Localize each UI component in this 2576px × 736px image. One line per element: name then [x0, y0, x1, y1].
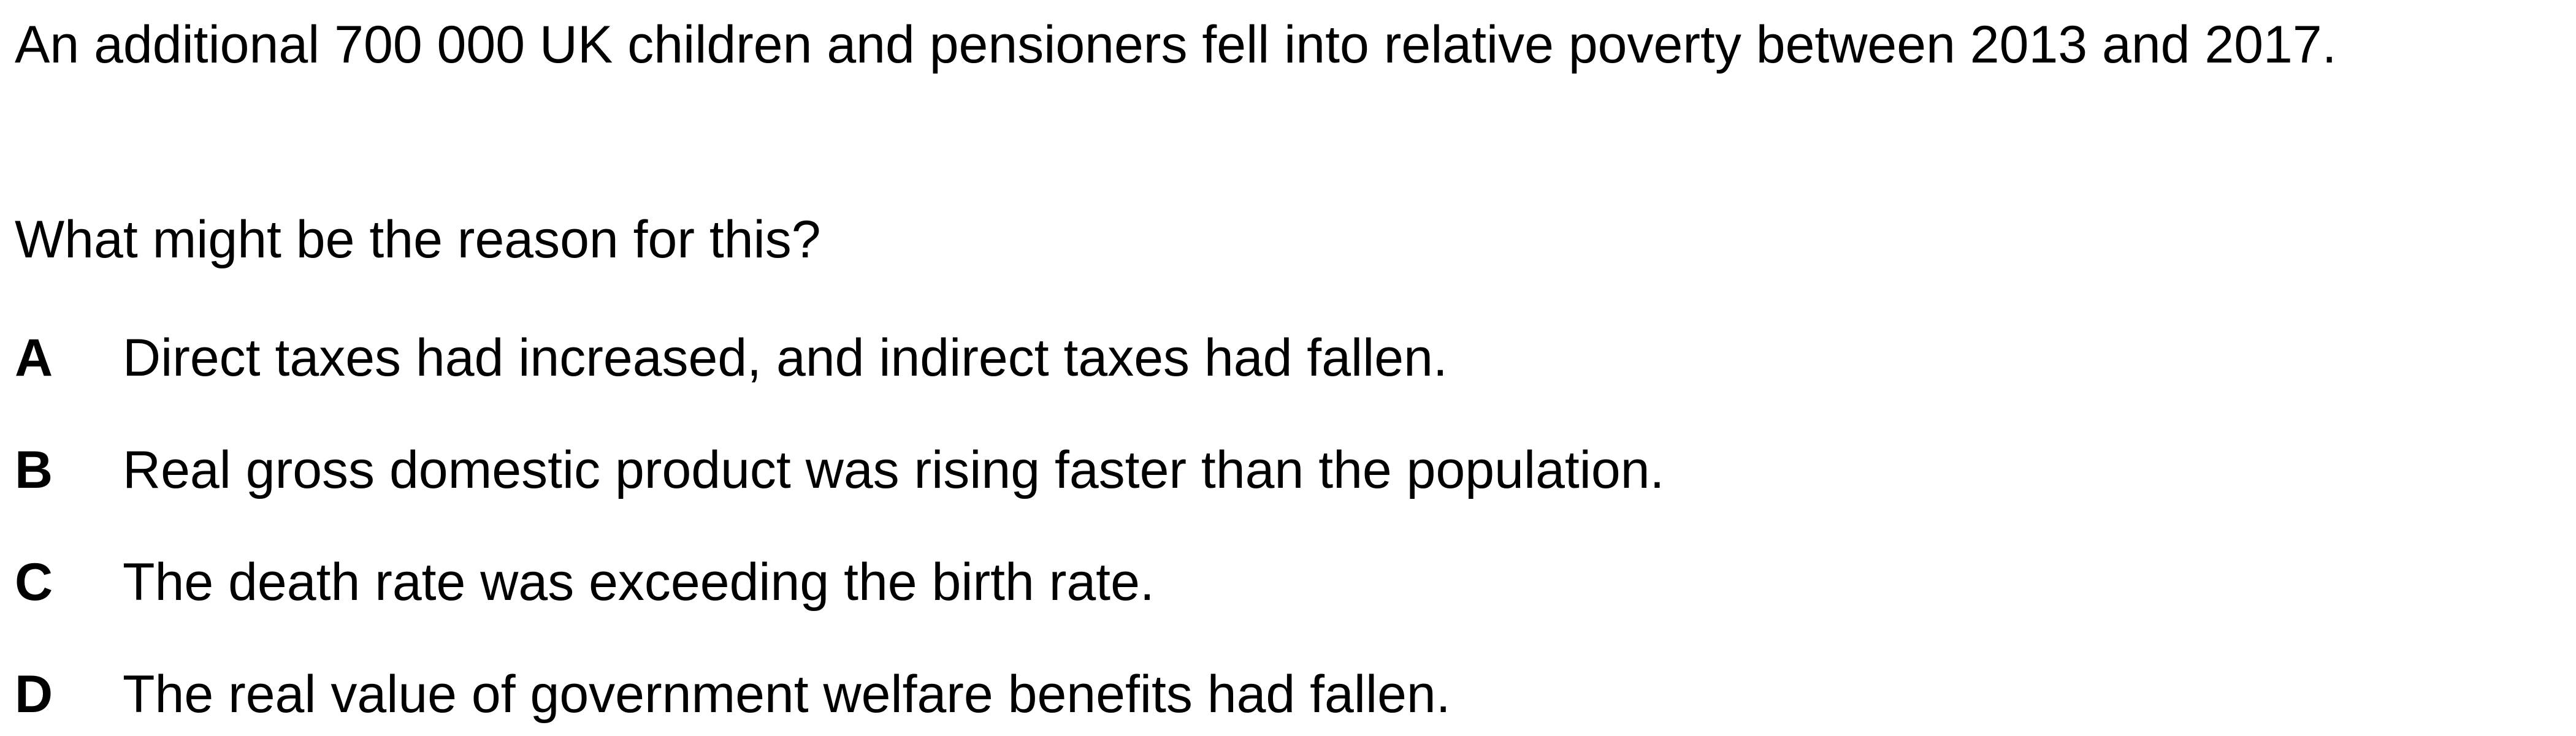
- option-text: Direct taxes had increased, and indirect…: [123, 328, 1448, 387]
- option-letter: C: [15, 553, 53, 612]
- option-letter: D: [15, 665, 53, 724]
- option-b[interactable]: B Real gross domestic product was rising…: [15, 436, 2529, 504]
- option-text: Real gross domestic product was rising f…: [123, 441, 1665, 499]
- option-d[interactable]: D The real value of government welfare b…: [15, 661, 2529, 728]
- question-prompt: What might be the reason for this?: [15, 210, 821, 269]
- option-c[interactable]: C The death rate was exceeding the birth…: [15, 548, 2529, 616]
- question-stem: An additional 700 000 UK children and pe…: [15, 15, 2337, 74]
- option-letter: A: [15, 328, 53, 387]
- option-text: The death rate was exceeding the birth r…: [123, 553, 1155, 612]
- option-text: The real value of government welfare ben…: [123, 665, 1451, 724]
- option-a[interactable]: A Direct taxes had increased, and indire…: [15, 324, 2529, 392]
- option-letter: B: [15, 441, 53, 499]
